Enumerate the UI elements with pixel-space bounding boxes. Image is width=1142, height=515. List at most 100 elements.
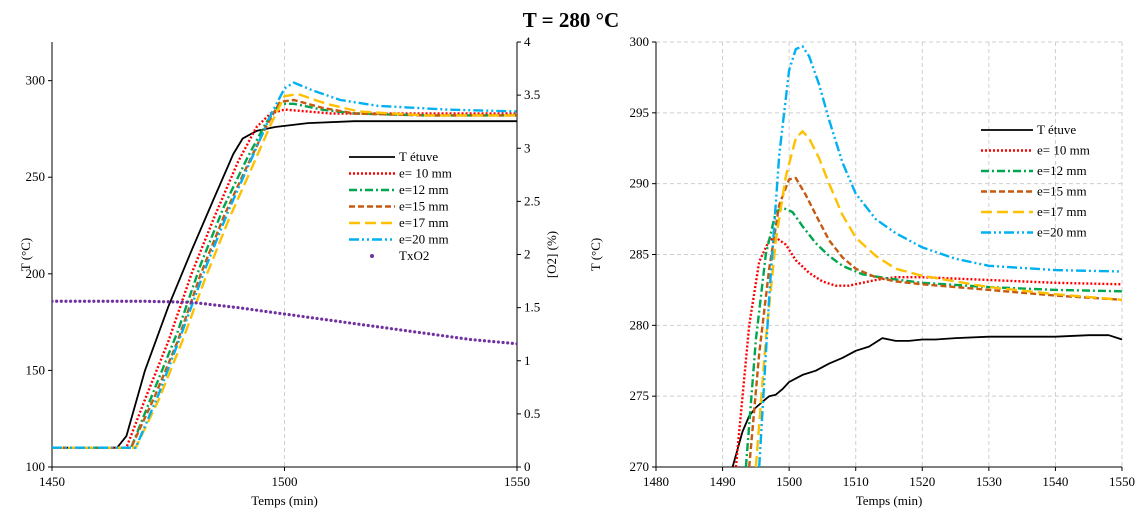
series-point-txo2 xyxy=(82,299,87,303)
series-point-txo2 xyxy=(389,327,394,331)
series-point-txo2 xyxy=(385,326,389,330)
series-point-txo2 xyxy=(292,313,296,317)
x-tick-label: 1520 xyxy=(909,474,935,489)
series-point-txo2 xyxy=(371,324,375,328)
series-point-txo2 xyxy=(245,307,249,311)
x-tick-label: 1500 xyxy=(776,474,802,489)
legend-label: e= 10 mm xyxy=(399,166,452,181)
series-point-txo2 xyxy=(157,299,161,304)
y-tick-label: 280 xyxy=(630,317,650,332)
series-point-txo2 xyxy=(124,299,128,303)
y2-tick-label: 0 xyxy=(524,459,531,474)
series-point-txo2 xyxy=(417,330,421,335)
series-point-txo2 xyxy=(134,299,138,303)
series-point-txo2 xyxy=(464,337,468,341)
series-point-txo2 xyxy=(171,300,175,304)
series-line-3 xyxy=(748,176,1122,467)
x-tick-label: 1490 xyxy=(710,474,736,489)
x-axis-label: Temps (min) xyxy=(251,493,318,508)
series-point-txo2 xyxy=(259,309,263,313)
y2-tick-label: 1 xyxy=(524,353,531,368)
y2-tick-label: 4 xyxy=(524,34,531,49)
x-tick-label: 1510 xyxy=(843,474,869,489)
y-tick-label: 300 xyxy=(630,34,650,49)
y-tick-label: 250 xyxy=(26,169,46,184)
series-point-txo2 xyxy=(375,325,380,329)
series-point-txo2 xyxy=(208,302,212,307)
series-point-txo2 xyxy=(427,332,431,336)
series-point-txo2 xyxy=(301,314,305,319)
series-point-txo2 xyxy=(185,300,189,304)
series-point-txo2 xyxy=(380,325,384,329)
x-tick-label: 1540 xyxy=(1042,474,1068,489)
y-axis-label: T (°C) xyxy=(18,238,33,271)
x-tick-label: 1450 xyxy=(39,474,65,489)
series-point-txo2 xyxy=(287,313,291,317)
series-point-txo2 xyxy=(468,337,473,342)
y-axis-label: T (°C) xyxy=(588,238,603,271)
x-tick-label: 1550 xyxy=(1109,474,1135,489)
series-point-txo2 xyxy=(482,339,487,343)
legend-label: e=15 mm xyxy=(1037,184,1087,199)
series-point-txo2 xyxy=(180,300,184,304)
legend-label: e=12 mm xyxy=(399,182,449,197)
legend-label: e= 10 mm xyxy=(1037,143,1090,158)
series-line-5 xyxy=(758,45,1122,467)
x-tick-label: 1480 xyxy=(643,474,669,489)
series-line-4 xyxy=(754,130,1122,467)
series-point-txo2 xyxy=(399,328,403,332)
series-point-txo2 xyxy=(64,299,68,303)
legend-label: e=15 mm xyxy=(399,199,449,214)
series-point-txo2 xyxy=(213,303,217,307)
series-point-txo2 xyxy=(422,331,426,335)
y-tick-label: 285 xyxy=(630,247,650,262)
series-point-txo2 xyxy=(143,299,147,303)
series-point-txo2 xyxy=(69,299,73,303)
series-line-3 xyxy=(52,98,517,449)
series-point-txo2 xyxy=(96,299,101,303)
series-point-txo2 xyxy=(241,306,245,310)
series-point-txo2 xyxy=(324,318,328,322)
legend-marker xyxy=(370,254,374,258)
series-point-txo2 xyxy=(236,306,240,310)
y-tick-label: 290 xyxy=(630,176,650,191)
legend-label: e=17 mm xyxy=(1037,204,1087,219)
series-point-txo2 xyxy=(478,338,482,342)
y2-axis-label: [O2] (%) xyxy=(544,231,559,278)
series-point-txo2 xyxy=(110,299,115,303)
x-tick-label: 1550 xyxy=(504,474,530,489)
y-tick-label: 100 xyxy=(26,459,46,474)
series-point-txo2 xyxy=(59,299,63,303)
series-point-txo2 xyxy=(255,308,259,312)
series-point-txo2 xyxy=(189,300,194,304)
series-point-txo2 xyxy=(338,320,342,324)
series-point-txo2 xyxy=(278,311,282,315)
series-point-txo2 xyxy=(496,340,500,344)
series-point-txo2 xyxy=(55,299,59,303)
series-point-txo2 xyxy=(73,299,77,303)
series-point-txo2 xyxy=(106,299,110,303)
legend-label: T étuve xyxy=(399,149,438,164)
series-point-txo2 xyxy=(227,304,231,309)
x-axis-label: Temps (min) xyxy=(856,493,923,508)
series-point-txo2 xyxy=(222,304,226,308)
series-point-txo2 xyxy=(78,299,82,303)
series-point-txo2 xyxy=(162,300,166,304)
y2-tick-label: 3 xyxy=(524,140,531,155)
series-group xyxy=(731,45,1122,467)
y2-tick-label: 1.5 xyxy=(524,300,540,315)
series-point-txo2 xyxy=(194,301,198,305)
series-line-0 xyxy=(52,120,517,449)
y-tick-label: 300 xyxy=(26,73,46,88)
series-point-txo2 xyxy=(306,315,310,319)
series-point-txo2 xyxy=(487,339,491,343)
series-group xyxy=(52,81,517,449)
series-point-txo2 xyxy=(408,329,412,333)
series-point-txo2 xyxy=(441,334,445,338)
legend-label: TxO2 xyxy=(399,248,429,263)
series-point-txo2 xyxy=(282,312,287,316)
series-point-txo2 xyxy=(268,310,273,314)
series-point-txo2 xyxy=(152,299,156,304)
series-point-txo2 xyxy=(231,305,235,309)
